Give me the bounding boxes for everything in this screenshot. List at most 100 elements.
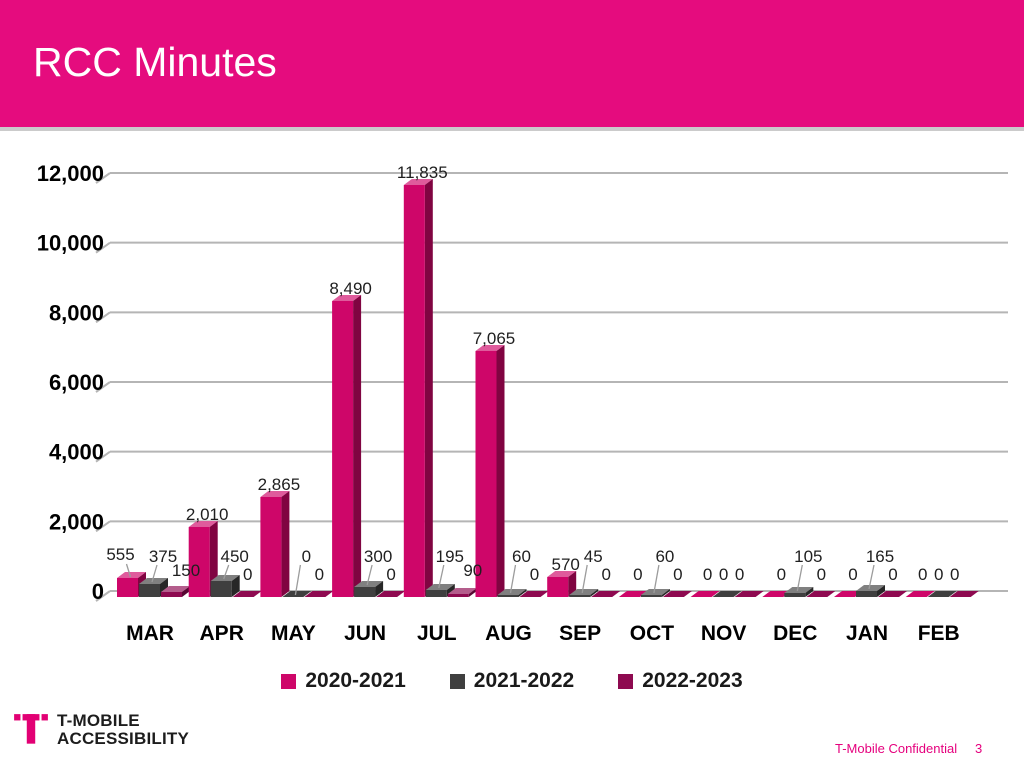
bar-oct-2021-2022 bbox=[640, 595, 662, 597]
chart-text: FEB bbox=[918, 622, 960, 645]
bar-jun-2021-2022-side bbox=[375, 581, 384, 597]
chart-text: 6,000 bbox=[49, 370, 104, 395]
bar-jan-2020-2021 bbox=[834, 591, 863, 597]
bar-oct-2021-2022-top bbox=[640, 589, 670, 595]
leader-line bbox=[125, 563, 132, 578]
confidential-label: T-Mobile Confidential bbox=[835, 741, 958, 756]
bar-apr-2022-2023 bbox=[232, 591, 262, 597]
chart-text: OCT bbox=[630, 622, 675, 645]
bar-aug-2021-2022-side bbox=[518, 589, 527, 597]
bar-jul-2020-2021-side bbox=[424, 179, 433, 597]
bar-mar-2020-2021 bbox=[117, 578, 138, 597]
bar-nov-2022-2023 bbox=[734, 591, 764, 597]
bar-jul-2022-2023-top bbox=[447, 588, 477, 594]
bar-aug-2020-2021 bbox=[475, 351, 497, 597]
legend-label-series-1: 2020-2021 bbox=[305, 669, 406, 692]
bar-apr-2021-2022 bbox=[210, 581, 232, 597]
bar-sep-2020-2021 bbox=[547, 577, 569, 597]
bar-aug-2021-2022 bbox=[497, 595, 519, 597]
chart-text: 0 bbox=[817, 565, 826, 584]
tmobile-t-icon bbox=[14, 714, 48, 744]
bar-jul-2022-2023-side bbox=[468, 588, 477, 597]
chart-text: SEP bbox=[559, 622, 601, 645]
bar-mar-2022-2023 bbox=[161, 592, 182, 597]
bar-jul-2020-2021 bbox=[403, 185, 425, 597]
chart-text: 0 bbox=[719, 565, 728, 584]
bar-may-2021-2022 bbox=[282, 591, 312, 597]
chart-text: JUN bbox=[344, 622, 386, 645]
chart-legend: 2020-2021 2021-2022 2022-2023 bbox=[0, 669, 1024, 693]
chart-text: 150 bbox=[172, 561, 200, 580]
chart-text: 0 bbox=[601, 565, 610, 584]
legend-item-series-2: 2021-2022 bbox=[449, 669, 575, 693]
leader-line bbox=[223, 564, 230, 580]
bar-mar-2021-2022-top bbox=[139, 578, 168, 584]
bar-sep-2022-2023 bbox=[591, 591, 621, 597]
chart-text: 0 bbox=[918, 565, 927, 584]
tmobile-accessibility-logo: T-MOBILE ACCESSIBILITY bbox=[14, 712, 189, 750]
legend-swatch-series-3 bbox=[618, 673, 634, 689]
bar-may-2020-2021-side bbox=[281, 491, 290, 597]
bar-sep-2021-2022-side bbox=[590, 589, 599, 597]
legend-item-series-3: 2022-2023 bbox=[618, 669, 743, 693]
chart-text: 0 bbox=[302, 547, 311, 566]
bar-oct-2021-2022-side bbox=[661, 589, 670, 597]
legend-label-series-2: 2021-2022 bbox=[473, 669, 575, 692]
chart-text: 0 bbox=[777, 565, 786, 584]
bar-aug-2022-2023 bbox=[519, 591, 549, 597]
chart-text: 45 bbox=[584, 547, 603, 566]
chart-text: 0 bbox=[735, 565, 744, 584]
bar-may-2022-2023 bbox=[304, 591, 334, 597]
page-title: RCC Minutes bbox=[33, 39, 277, 85]
chart-text: 105 bbox=[794, 547, 822, 566]
chart-text: 4,000 bbox=[49, 440, 104, 465]
bar-jun-2020-2021-top bbox=[332, 295, 362, 301]
bar-aug-2021-2022-top bbox=[497, 589, 527, 595]
chart-text: NOV bbox=[701, 622, 747, 645]
leader-line bbox=[796, 564, 803, 592]
leader-line bbox=[653, 564, 660, 594]
bar-oct-2020-2021 bbox=[618, 591, 648, 597]
chart-text: 0 bbox=[888, 565, 897, 584]
chart-text: 60 bbox=[655, 547, 674, 566]
chart-text: 7,065 bbox=[473, 329, 516, 348]
gridline-depth-tick bbox=[95, 520, 111, 533]
chart-text: 2,010 bbox=[186, 505, 229, 524]
bar-jun-2020-2021 bbox=[332, 301, 354, 597]
bar-dec-2022-2023 bbox=[806, 591, 836, 597]
bar-sep-2021-2022-top bbox=[569, 589, 599, 595]
legend-item-series-1: 2020-2021 bbox=[281, 669, 406, 693]
chart-text: MAY bbox=[271, 622, 316, 645]
gridline-depth-tick bbox=[95, 311, 111, 324]
gridline-depth-tick bbox=[95, 450, 111, 463]
bar-dec-2021-2022 bbox=[784, 593, 806, 597]
gridline-depth-tick bbox=[95, 241, 111, 254]
bar-feb-2020-2021 bbox=[905, 591, 935, 597]
leader-line bbox=[366, 564, 373, 586]
bar-jan-2021-2022-top bbox=[856, 585, 885, 591]
chart-text: 195 bbox=[436, 547, 464, 566]
bar-mar-2022-2023-side bbox=[182, 586, 190, 597]
bar-aug-2020-2021-top bbox=[475, 345, 505, 351]
bar-nov-2020-2021 bbox=[690, 591, 720, 597]
bar-aug-2020-2021-side bbox=[496, 345, 505, 597]
chart-text: JAN bbox=[846, 622, 888, 645]
chart-text: 2,865 bbox=[258, 475, 301, 494]
bar-mar-2022-2023-top bbox=[161, 586, 190, 592]
leader-lines bbox=[125, 563, 875, 596]
chart-text: 0 bbox=[673, 565, 682, 584]
chart-text: 375 bbox=[149, 547, 177, 566]
legend-swatch-series-2 bbox=[449, 673, 465, 689]
page-number: 3 bbox=[975, 741, 983, 756]
chart-text: 0 bbox=[950, 565, 959, 584]
legend-swatch-series-1 bbox=[281, 673, 297, 689]
leader-line bbox=[151, 564, 158, 583]
bar-may-2020-2021 bbox=[260, 497, 282, 597]
bar-jun-2021-2022 bbox=[354, 587, 376, 597]
bar-oct-2022-2023 bbox=[662, 591, 692, 597]
bar-apr-2021-2022-side bbox=[231, 575, 240, 597]
chart-text: 165 bbox=[866, 547, 894, 566]
bar-jan-2021-2022-side bbox=[877, 585, 885, 597]
chart-text: APR bbox=[200, 622, 244, 645]
gridline-depth-tick bbox=[95, 590, 111, 602]
